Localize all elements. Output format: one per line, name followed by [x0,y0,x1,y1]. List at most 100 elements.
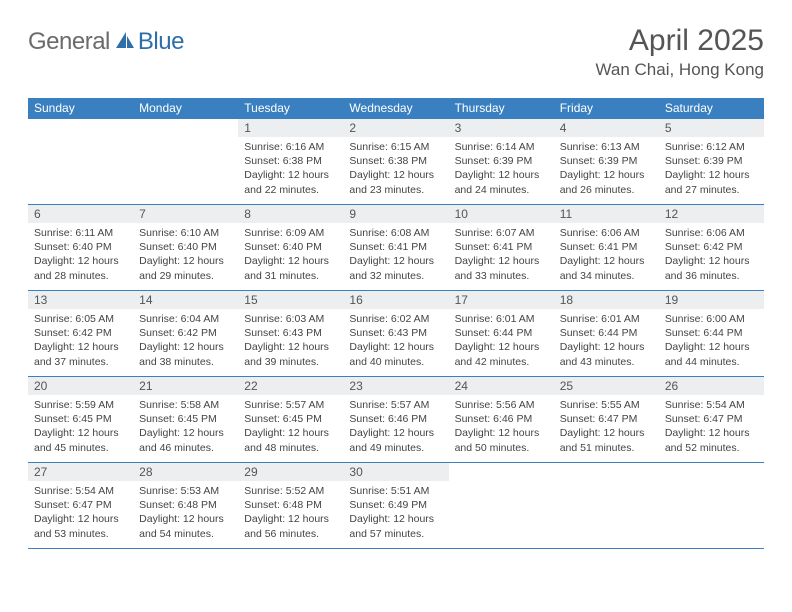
sunrise-text: Sunrise: 5:54 AM [34,484,127,498]
day-details: Sunrise: 5:59 AMSunset: 6:45 PMDaylight:… [28,395,133,459]
calendar-cell: 16Sunrise: 6:02 AMSunset: 6:43 PMDayligh… [343,291,448,377]
daylight-text: Daylight: 12 hours and 49 minutes. [349,426,442,454]
calendar-cell: .. [28,119,133,205]
daylight-text: Daylight: 12 hours and 45 minutes. [34,426,127,454]
weekday-header: Friday [554,98,659,119]
day-details: Sunrise: 6:16 AMSunset: 6:38 PMDaylight:… [238,137,343,201]
day-details: Sunrise: 6:11 AMSunset: 6:40 PMDaylight:… [28,223,133,287]
sunset-text: Sunset: 6:44 PM [455,326,548,340]
daylight-text: Daylight: 12 hours and 39 minutes. [244,340,337,368]
daylight-text: Daylight: 12 hours and 42 minutes. [455,340,548,368]
sunrise-text: Sunrise: 6:12 AM [665,140,758,154]
day-details: Sunrise: 5:54 AMSunset: 6:47 PMDaylight:… [659,395,764,459]
calendar-cell: 10Sunrise: 6:07 AMSunset: 6:41 PMDayligh… [449,205,554,291]
calendar-cell: 6Sunrise: 6:11 AMSunset: 6:40 PMDaylight… [28,205,133,291]
day-number: 30 [343,463,448,481]
sunrise-text: Sunrise: 5:58 AM [139,398,232,412]
sunset-text: Sunset: 6:42 PM [665,240,758,254]
day-number: 11 [554,205,659,223]
sunset-text: Sunset: 6:48 PM [244,498,337,512]
day-number: 15 [238,291,343,309]
sunrise-text: Sunrise: 6:15 AM [349,140,442,154]
calendar-cell: 19Sunrise: 6:00 AMSunset: 6:44 PMDayligh… [659,291,764,377]
daylight-text: Daylight: 12 hours and 24 minutes. [455,168,548,196]
calendar-table: Sunday Monday Tuesday Wednesday Thursday… [28,98,764,549]
sunset-text: Sunset: 6:42 PM [34,326,127,340]
day-details: Sunrise: 5:55 AMSunset: 6:47 PMDaylight:… [554,395,659,459]
day-number: 2 [343,119,448,137]
day-number: 27 [28,463,133,481]
day-details: Sunrise: 6:00 AMSunset: 6:44 PMDaylight:… [659,309,764,373]
day-number: 26 [659,377,764,395]
day-details: Sunrise: 5:58 AMSunset: 6:45 PMDaylight:… [133,395,238,459]
day-number: 1 [238,119,343,137]
sunrise-text: Sunrise: 6:13 AM [560,140,653,154]
calendar-cell: 12Sunrise: 6:06 AMSunset: 6:42 PMDayligh… [659,205,764,291]
sunset-text: Sunset: 6:45 PM [244,412,337,426]
weekday-header: Monday [133,98,238,119]
day-details: Sunrise: 5:51 AMSunset: 6:49 PMDaylight:… [343,481,448,545]
day-number: 24 [449,377,554,395]
day-details: Sunrise: 6:06 AMSunset: 6:42 PMDaylight:… [659,223,764,287]
calendar-cell: 28Sunrise: 5:53 AMSunset: 6:48 PMDayligh… [133,463,238,549]
calendar-cell: 24Sunrise: 5:56 AMSunset: 6:46 PMDayligh… [449,377,554,463]
sunrise-text: Sunrise: 5:55 AM [560,398,653,412]
daylight-text: Daylight: 12 hours and 38 minutes. [139,340,232,368]
daylight-text: Daylight: 12 hours and 43 minutes. [560,340,653,368]
sunrise-text: Sunrise: 6:16 AM [244,140,337,154]
calendar-cell: 2Sunrise: 6:15 AMSunset: 6:38 PMDaylight… [343,119,448,205]
day-number: 13 [28,291,133,309]
calendar-cell: 29Sunrise: 5:52 AMSunset: 6:48 PMDayligh… [238,463,343,549]
brand-text-2: Blue [138,28,184,56]
day-number: 12 [659,205,764,223]
day-details: Sunrise: 6:09 AMSunset: 6:40 PMDaylight:… [238,223,343,287]
brand-logo: General Blue [28,24,184,56]
calendar-cell: .. [449,463,554,549]
calendar-cell: 27 Sunrise: 5:54 AMSunset: 6:47 PMDayligh… [28,463,133,549]
day-number: 6 [28,205,133,223]
sunrise-text: Sunrise: 6:10 AM [139,226,232,240]
calendar-cell: 3Sunrise: 6:14 AMSunset: 6:39 PMDaylight… [449,119,554,205]
sunset-text: Sunset: 6:40 PM [244,240,337,254]
daylight-text: Daylight: 12 hours and 53 minutes. [34,512,127,540]
calendar-cell: 22Sunrise: 5:57 AMSunset: 6:45 PMDayligh… [238,377,343,463]
sunset-text: Sunset: 6:40 PM [139,240,232,254]
day-details: Sunrise: 6:15 AMSunset: 6:38 PMDaylight:… [343,137,448,201]
day-details: Sunrise: 6:08 AMSunset: 6:41 PMDaylight:… [343,223,448,287]
daylight-text: Daylight: 12 hours and 27 minutes. [665,168,758,196]
calendar-row: ....1Sunrise: 6:16 AMSunset: 6:38 PMDayl… [28,119,764,205]
day-number: 17 [449,291,554,309]
sunrise-text: Sunrise: 6:02 AM [349,312,442,326]
day-number: 3 [449,119,554,137]
calendar-cell: 13Sunrise: 6:05 AMSunset: 6:42 PMDayligh… [28,291,133,377]
sunrise-text: Sunrise: 6:06 AM [665,226,758,240]
brand-text-1: General [28,28,110,56]
sunrise-text: Sunrise: 5:57 AM [349,398,442,412]
sunset-text: Sunset: 6:44 PM [665,326,758,340]
sunset-text: Sunset: 6:47 PM [34,498,127,512]
day-number: 28 [133,463,238,481]
calendar-row: 13Sunrise: 6:05 AMSunset: 6:42 PMDayligh… [28,291,764,377]
sunset-text: Sunset: 6:44 PM [560,326,653,340]
sunset-text: Sunset: 6:49 PM [349,498,442,512]
weekday-header: Thursday [449,98,554,119]
location-label: Wan Chai, Hong Kong [595,60,764,80]
calendar-cell: 9Sunrise: 6:08 AMSunset: 6:41 PMDaylight… [343,205,448,291]
daylight-text: Daylight: 12 hours and 29 minutes. [139,254,232,282]
day-details: Sunrise: 6:12 AMSunset: 6:39 PMDaylight:… [659,137,764,201]
daylight-text: Daylight: 12 hours and 51 minutes. [560,426,653,454]
calendar-cell: .. [554,463,659,549]
day-number: 22 [238,377,343,395]
sunrise-text: Sunrise: 6:07 AM [455,226,548,240]
day-details: Sunrise: 6:10 AMSunset: 6:40 PMDaylight:… [133,223,238,287]
month-title: April 2025 [595,24,764,58]
sunrise-text: Sunrise: 5:51 AM [349,484,442,498]
calendar-cell: 8Sunrise: 6:09 AMSunset: 6:40 PMDaylight… [238,205,343,291]
sunrise-text: Sunrise: 6:05 AM [34,312,127,326]
daylight-text: Daylight: 12 hours and 32 minutes. [349,254,442,282]
sunset-text: Sunset: 6:46 PM [349,412,442,426]
weekday-header: Saturday [659,98,764,119]
day-details: Sunrise: 6:01 AMSunset: 6:44 PMDaylight:… [554,309,659,373]
sunset-text: Sunset: 6:39 PM [560,154,653,168]
day-details: Sunrise: 6:05 AMSunset: 6:42 PMDaylight:… [28,309,133,373]
